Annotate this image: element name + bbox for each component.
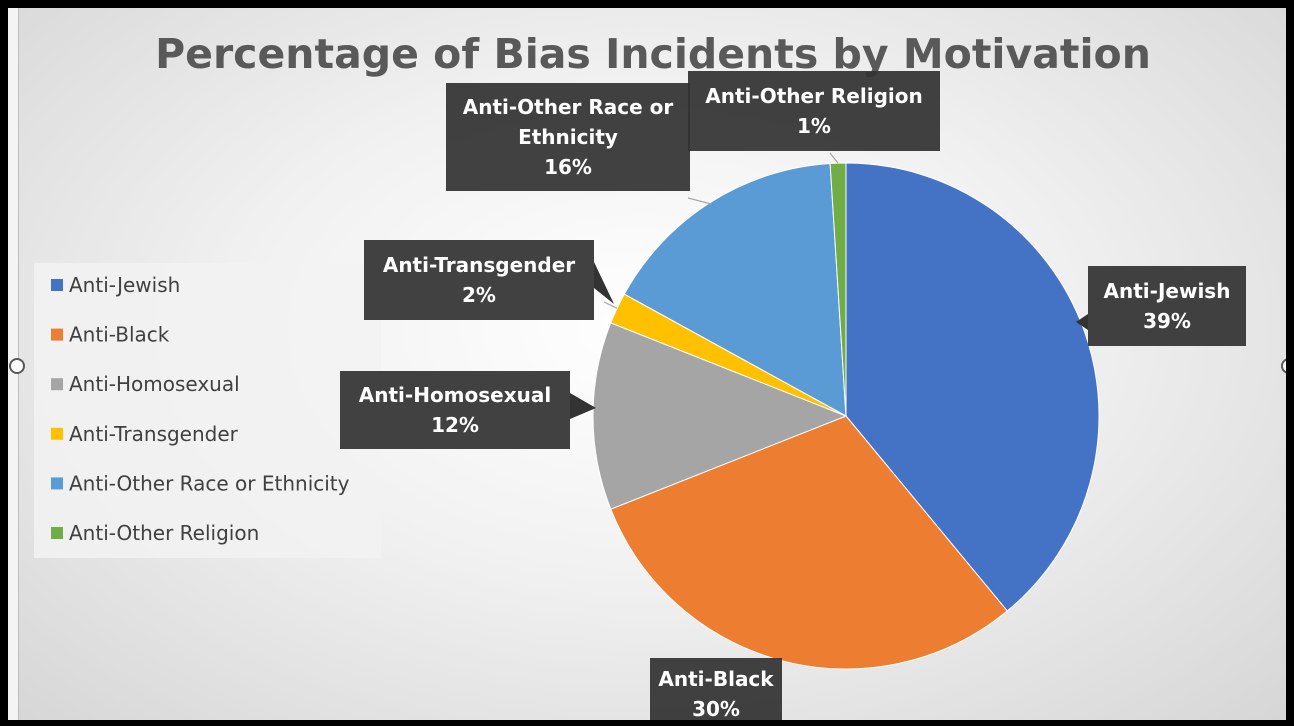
legend-label-anti-transgender: Anti-Transgender xyxy=(69,422,239,446)
pie-slices xyxy=(592,162,1100,670)
legend-label-anti-homosexual: Anti-Homosexual xyxy=(69,372,240,396)
data-label-anti-black[interactable]: Anti-Black 30% xyxy=(650,658,782,720)
data-label-value: 1% xyxy=(797,114,831,138)
data-label-box xyxy=(650,658,782,720)
chart-area: Percentage of Bias Incidents by Motivati… xyxy=(8,8,1286,720)
data-label-category: Anti-Jewish xyxy=(1104,279,1231,303)
data-label-anti-jewish[interactable]: Anti-Jewish 39% xyxy=(1076,266,1246,346)
legend-swatch-anti-transgender xyxy=(51,427,63,440)
data-label-box xyxy=(340,371,570,449)
legend-label-anti-jewish: Anti-Jewish xyxy=(69,273,180,297)
data-label-category: Anti-Transgender xyxy=(383,253,575,277)
legend-swatch-anti-other-religion xyxy=(51,527,63,539)
legend: Anti-Jewish Anti-Black Anti-Homosexual Anti… xyxy=(51,273,350,545)
data-label-anti-other-religion[interactable]: Anti-Other Religion 1% xyxy=(688,71,940,151)
data-label-category: Anti-Other Race or xyxy=(463,95,674,119)
leader-line-anti-transgender xyxy=(603,301,618,309)
data-label-pointer xyxy=(594,262,614,304)
pie-slice-anti-black[interactable] xyxy=(610,415,1008,670)
legend-label-anti-other-religion: Anti-Other Religion xyxy=(69,521,259,545)
data-label-box xyxy=(688,71,940,151)
legend-label-anti-other-race-or-ethnicity: Anti-Other Race or Ethnicity xyxy=(69,471,350,495)
data-label-anti-homosexual[interactable]: Anti-Homosexual 12% xyxy=(340,371,596,449)
data-labels: Anti-Jewish 39% Anti-Black 30% Anti-Homosexu… xyxy=(340,71,1246,720)
legend-label-anti-black: Anti-Black xyxy=(69,323,170,347)
data-label-value: 30% xyxy=(692,697,740,720)
resize-handle-right[interactable] xyxy=(1281,358,1286,374)
data-label-value: 39% xyxy=(1143,309,1191,333)
data-label-value: 16% xyxy=(544,155,592,179)
data-label-category: Ethnicity xyxy=(518,125,618,149)
data-label-anti-transgender[interactable]: Anti-Transgender 2% xyxy=(364,240,614,320)
pie-slice-anti-jewish[interactable] xyxy=(845,162,1100,612)
pie-chart: Percentage of Bias Incidents by Motivati… xyxy=(9,30,1286,720)
data-label-box xyxy=(1088,266,1246,346)
pie-slice-anti-homosexual[interactable] xyxy=(592,322,848,510)
data-label-box xyxy=(364,240,594,320)
leader-line-anti-other-religion xyxy=(829,152,839,164)
leader-line-anti-other-race-or-ethnicity xyxy=(687,197,712,205)
resize-handle-left[interactable] xyxy=(9,358,25,374)
data-label-anti-other-race-or-ethnicity[interactable]: Anti-Other Race or Ethnicity 16% xyxy=(446,83,690,191)
data-label-box xyxy=(446,83,690,191)
data-label-value: 2% xyxy=(462,283,496,307)
legend-swatch-anti-jewish xyxy=(51,279,63,291)
legend-swatch-anti-homosexual xyxy=(51,378,63,391)
legend-swatch-anti-black xyxy=(51,328,63,341)
data-label-category: Anti-Homosexual xyxy=(359,383,551,407)
leader-lines xyxy=(603,152,839,309)
chart-title: Percentage of Bias Incidents by Motivati… xyxy=(155,30,1151,78)
legend-box xyxy=(34,263,381,558)
data-label-category: Anti-Black xyxy=(658,667,774,691)
data-label-value: 12% xyxy=(431,413,479,437)
data-label-pointer xyxy=(570,393,596,419)
legend-swatch-anti-other-race-or-ethnicity xyxy=(51,477,63,490)
data-label-category: Anti-Other Religion xyxy=(705,84,922,108)
pie-slice-anti-other-race-or-ethnicity[interactable] xyxy=(623,162,847,417)
data-label-pointer xyxy=(1076,314,1088,330)
